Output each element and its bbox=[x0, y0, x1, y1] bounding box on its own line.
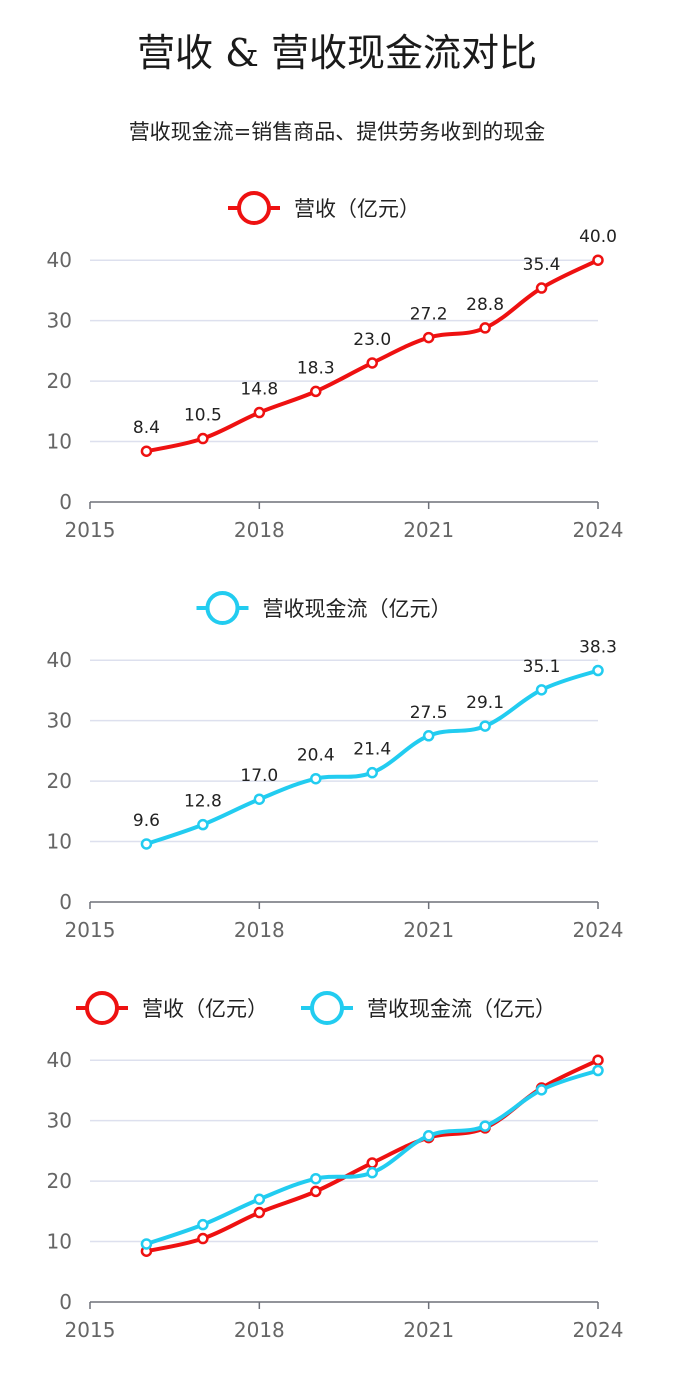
y-tick-label: 10 bbox=[47, 830, 72, 854]
revenue-chart: 营收（亿元） 0 10 20 30 40 2015 2018 2021 2024 8.4 10.5 14… bbox=[47, 191, 624, 542]
x-tick-label: 2024 bbox=[573, 518, 624, 542]
x-tick-label: 2021 bbox=[403, 918, 454, 942]
x-tick-label: 2021 bbox=[403, 518, 454, 542]
y-tick-label: 30 bbox=[47, 1109, 72, 1133]
data-label: 17.0 bbox=[240, 766, 278, 786]
data-point[interactable] bbox=[140, 1238, 153, 1250]
data-label: 14.8 bbox=[240, 380, 278, 400]
x-tick-label: 2015 bbox=[65, 518, 116, 542]
y-tick-label: 0 bbox=[59, 490, 72, 514]
x-tick-label: 2018 bbox=[234, 918, 285, 942]
legend-item[interactable]: 营收（亿元） bbox=[76, 991, 268, 1025]
chart-title: 营收 & 营收现金流对比 bbox=[137, 31, 537, 75]
legend-item[interactable]: 营收（亿元） bbox=[228, 191, 420, 225]
legend-label: 营收（亿元） bbox=[294, 197, 420, 221]
x-tick-label: 2021 bbox=[403, 1318, 454, 1342]
data-point[interactable] bbox=[366, 766, 378, 779]
y-tick-label: 20 bbox=[47, 369, 72, 393]
data-point[interactable] bbox=[592, 664, 604, 677]
data-point[interactable] bbox=[140, 445, 153, 457]
data-point[interactable] bbox=[535, 684, 548, 696]
x-tick-label: 2018 bbox=[234, 1318, 285, 1342]
y-tick-label: 20 bbox=[47, 769, 72, 793]
x-tick-label: 2015 bbox=[65, 1318, 116, 1342]
data-point[interactable] bbox=[366, 1157, 378, 1169]
data-point[interactable] bbox=[140, 838, 153, 850]
data-label: 40.0 bbox=[579, 227, 617, 247]
legend-marker bbox=[237, 191, 271, 225]
x-tick-label: 2018 bbox=[234, 518, 285, 542]
y-tick-label: 0 bbox=[59, 1290, 72, 1314]
x-tick-label: 2015 bbox=[65, 918, 116, 942]
data-label: 12.8 bbox=[184, 792, 222, 812]
y-tick-label: 10 bbox=[47, 1230, 72, 1254]
data-point[interactable] bbox=[479, 720, 491, 732]
data-point[interactable] bbox=[310, 385, 322, 398]
x-tick-label: 2024 bbox=[573, 918, 624, 942]
data-label: 29.1 bbox=[466, 693, 504, 713]
data-point[interactable] bbox=[422, 1130, 435, 1142]
data-point[interactable] bbox=[310, 1172, 322, 1185]
legend-label: 营收现金流（亿元） bbox=[263, 597, 452, 621]
data-point[interactable] bbox=[592, 1054, 604, 1066]
cashflow-chart: 营收现金流（亿元） 0 10 20 30 40 2015 2018 2021 2024 9.6 12.… bbox=[47, 591, 624, 942]
legend-marker bbox=[310, 991, 344, 1025]
data-label: 10.5 bbox=[184, 406, 222, 426]
data-point[interactable] bbox=[253, 793, 266, 805]
data-point[interactable] bbox=[197, 818, 209, 831]
legend-label: 营收（亿元） bbox=[142, 997, 268, 1021]
data-point[interactable] bbox=[422, 331, 435, 344]
data-point[interactable] bbox=[422, 730, 435, 742]
y-tick-label: 0 bbox=[59, 890, 72, 914]
data-point[interactable] bbox=[253, 1206, 266, 1219]
data-point[interactable] bbox=[479, 322, 491, 334]
data-point[interactable] bbox=[253, 1193, 266, 1205]
x-tick-label: 2024 bbox=[573, 1318, 624, 1342]
y-tick-label: 40 bbox=[47, 248, 72, 272]
data-label: 27.2 bbox=[410, 305, 448, 325]
data-point[interactable] bbox=[535, 1084, 548, 1096]
y-tick-label: 10 bbox=[47, 430, 72, 454]
data-point[interactable] bbox=[366, 1166, 378, 1179]
data-point[interactable] bbox=[479, 1120, 491, 1132]
data-point[interactable] bbox=[310, 772, 322, 785]
chart-subtitle: 营收现金流=销售商品、提供劳务收到的现金 bbox=[128, 120, 546, 144]
y-tick-label: 40 bbox=[47, 648, 72, 672]
y-tick-label: 30 bbox=[47, 309, 72, 333]
data-label: 23.0 bbox=[353, 330, 391, 350]
series-line bbox=[144, 1058, 600, 1254]
y-tick-label: 40 bbox=[47, 1048, 72, 1072]
legend-marker bbox=[85, 991, 119, 1025]
data-point[interactable] bbox=[310, 1185, 322, 1198]
data-label: 35.1 bbox=[523, 657, 561, 677]
data-point[interactable] bbox=[197, 1218, 209, 1231]
data-point[interactable] bbox=[197, 432, 209, 445]
data-point[interactable] bbox=[535, 282, 548, 294]
data-point[interactable] bbox=[253, 406, 266, 419]
y-tick-label: 20 bbox=[47, 1169, 72, 1193]
data-label: 21.4 bbox=[353, 740, 391, 760]
data-label: 28.8 bbox=[466, 295, 504, 315]
data-label: 38.3 bbox=[579, 637, 617, 657]
data-label: 35.4 bbox=[523, 255, 561, 275]
comparison-chart: 营收（亿元） 营收现金流（亿元） 0 10 20 30 40 2015 2018 2021 2024 bbox=[47, 991, 624, 1342]
data-point[interactable] bbox=[592, 254, 604, 266]
data-label: 27.5 bbox=[410, 703, 448, 723]
y-tick-label: 30 bbox=[47, 709, 72, 733]
legend-marker bbox=[205, 591, 240, 625]
data-label: 9.6 bbox=[133, 811, 160, 831]
data-label: 8.4 bbox=[133, 418, 160, 438]
data-label: 20.4 bbox=[297, 746, 335, 766]
legend-item[interactable]: 营收现金流（亿元） bbox=[196, 591, 452, 625]
data-point[interactable] bbox=[592, 1064, 604, 1077]
data-point[interactable] bbox=[366, 357, 378, 369]
data-label: 18.3 bbox=[297, 358, 335, 378]
legend-item[interactable]: 营收现金流（亿元） bbox=[301, 991, 556, 1025]
data-point[interactable] bbox=[197, 1232, 209, 1245]
legend-label: 营收现金流（亿元） bbox=[367, 997, 556, 1021]
